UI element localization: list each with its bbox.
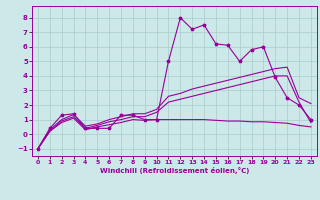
X-axis label: Windchill (Refroidissement éolien,°C): Windchill (Refroidissement éolien,°C)	[100, 167, 249, 174]
